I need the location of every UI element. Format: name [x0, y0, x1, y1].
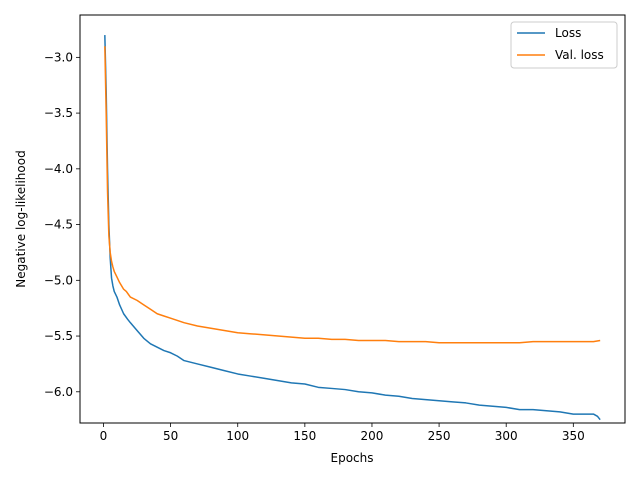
x-tick-label: 350	[562, 429, 585, 443]
x-tick-label: 200	[361, 429, 384, 443]
series-line-0	[104, 35, 601, 421]
x-axis-label: Epochs	[331, 451, 374, 465]
legend-label-1: Val. loss	[555, 48, 604, 62]
y-tick-label: −6.0	[44, 385, 73, 399]
legend-label-0: Loss	[555, 26, 581, 40]
x-tick-label: 150	[293, 429, 316, 443]
x-tick-label: 250	[428, 429, 451, 443]
x-tick-label: 100	[226, 429, 249, 443]
y-tick-label: −4.0	[44, 162, 73, 176]
y-tick-label: −4.5	[44, 218, 73, 232]
y-tick-label: −5.5	[44, 329, 73, 343]
x-tick-label: 0	[100, 429, 108, 443]
x-axis-ticks: 0 50 100 150 200 250 300 350	[100, 423, 585, 443]
y-tick-label: −3.0	[44, 50, 73, 64]
y-tick-label: −3.5	[44, 106, 73, 120]
series-layer	[104, 35, 601, 421]
legend: Loss Val. loss	[510, 21, 618, 69]
y-tick-label: −5.0	[44, 273, 73, 287]
x-tick-label: 300	[495, 429, 518, 443]
plot-frame	[79, 14, 626, 424]
y-axis-label: Negative log-likelihood	[14, 150, 28, 287]
y-axis-ticks: −3.0 −3.5 −4.0 −4.5 −5.0 −5.5 −6.0	[44, 50, 80, 399]
x-tick-label: 50	[163, 429, 178, 443]
series-line-1	[104, 46, 601, 344]
